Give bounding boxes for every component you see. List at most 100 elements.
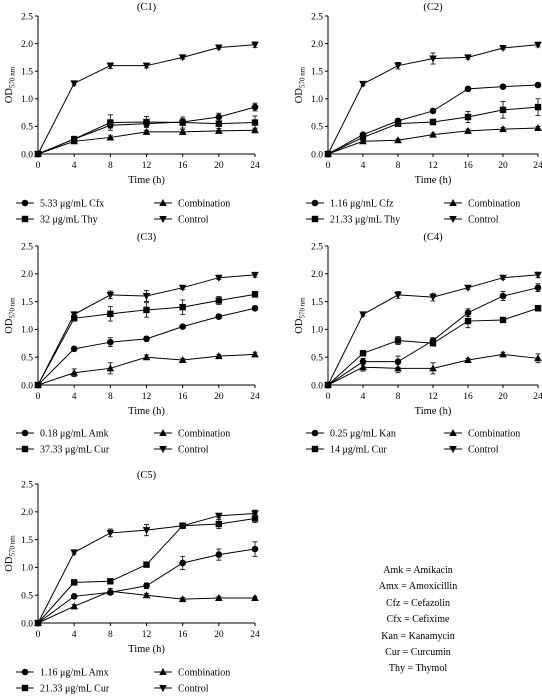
data-point xyxy=(178,54,187,62)
legend-marker xyxy=(21,199,29,207)
y-tick-label: 1.5 xyxy=(21,536,33,546)
data-point xyxy=(215,313,223,320)
x-axis-label: Time (h) xyxy=(415,175,452,186)
x-tick-label: 24 xyxy=(533,161,542,171)
x-tick-label: 24 xyxy=(533,392,542,402)
data-point xyxy=(359,363,367,371)
x-tick-label: 24 xyxy=(250,630,260,640)
data-point xyxy=(359,311,367,319)
data-series xyxy=(324,305,542,389)
y-tick-label: 2.5 xyxy=(21,480,33,490)
data-point xyxy=(107,338,114,346)
data-series xyxy=(324,350,542,388)
chart-panel: (C5) 0.0 0.5 1.0 1.5 2.0 2.5 0 4 8 12 16 20 24 Time (h… xyxy=(4,470,260,695)
y-tick-label: 0.5 xyxy=(21,123,33,133)
chart-legend: 1.16 μg/mL Amx Combination 21.33 μg/mL Cur… xyxy=(16,668,230,695)
legend-marker xyxy=(159,668,167,675)
data-point xyxy=(106,133,115,141)
x-tick-label: 24 xyxy=(250,161,260,171)
data-point xyxy=(359,134,367,141)
legend-label: 37.33 μg/mL Cur xyxy=(40,445,110,456)
data-point xyxy=(106,529,115,537)
legend-label: Control xyxy=(468,445,499,456)
legend-label: 21.33 μg/mL Cur xyxy=(40,684,110,695)
x-tick-label: 16 xyxy=(178,161,188,171)
chart-legend: 5.33 μg/mL Cfx Combination 32 μg/mL Thy Con… xyxy=(16,199,230,226)
y-tick-label: 2.0 xyxy=(21,270,33,280)
y-tick-label: 1.5 xyxy=(311,68,323,78)
x-tick-label: 4 xyxy=(361,161,366,171)
x-axis-label: Time (h) xyxy=(128,175,165,186)
x-axis-label: Time (h) xyxy=(128,644,165,655)
y-axis-label: OD570 nm xyxy=(294,66,307,103)
x-tick-label: 16 xyxy=(463,161,473,171)
data-point xyxy=(70,602,78,610)
legend-label: 0.18 μg/mL Amk xyxy=(40,429,109,440)
legend-label: Combination xyxy=(178,668,230,679)
data-point xyxy=(143,335,150,343)
data-point xyxy=(215,44,223,52)
data-point xyxy=(499,83,507,90)
legend-label: Combination xyxy=(178,199,230,210)
y-tick-label: 0.0 xyxy=(21,381,33,391)
abbreviations-key: Amk = Amikacin Amx = Amoxicillin Cfz = C… xyxy=(318,563,518,678)
data-series xyxy=(34,350,259,388)
y-tick-label: 2.0 xyxy=(21,508,33,518)
data-point xyxy=(215,551,223,558)
data-point xyxy=(394,291,402,299)
x-tick-label: 20 xyxy=(498,392,508,402)
legend-marker xyxy=(21,668,29,676)
abbreviation-line: Amk = Amikacin xyxy=(383,565,453,576)
data-series xyxy=(34,271,259,389)
abbreviation-line: Cur = Curcumin xyxy=(385,647,451,659)
legend-marker xyxy=(449,446,457,453)
data-point xyxy=(251,103,259,111)
legend-marker xyxy=(159,199,167,206)
x-tick-label: 4 xyxy=(72,392,77,402)
y-axis-label-subscript: 570 nm xyxy=(9,66,17,88)
data-point xyxy=(70,135,78,143)
data-series xyxy=(324,98,542,158)
data-point xyxy=(142,591,151,599)
abbreviation-line: Amx = Amoxicillin xyxy=(378,581,458,593)
data-point xyxy=(143,118,150,126)
data-point xyxy=(534,103,542,111)
y-tick-label: 2.5 xyxy=(21,242,33,252)
data-point xyxy=(70,345,78,353)
x-tick-label: 20 xyxy=(214,161,224,171)
data-point xyxy=(429,340,437,347)
legend-marker xyxy=(449,199,457,206)
chart-panel: (C1) 0.0 0.5 1.0 1.5 2.0 2.5 0 4 8 12 16 20 24 Time (h… xyxy=(4,2,260,226)
data-point xyxy=(179,303,186,311)
legend-label: Combination xyxy=(468,429,520,440)
legend-label: 32 μg/mL Thy xyxy=(40,215,98,226)
legend-label: Control xyxy=(178,215,209,226)
data-point xyxy=(464,126,472,134)
y-axis-label-subscript: 570 nm xyxy=(9,297,17,319)
y-tick-label: 2.0 xyxy=(311,40,323,50)
x-tick-label: 4 xyxy=(72,630,77,640)
legend-label: 0.25 μg/mL Kan xyxy=(330,429,396,440)
data-point xyxy=(178,522,187,530)
x-tick-label: 16 xyxy=(178,630,188,640)
chart-title: (C1) xyxy=(137,2,157,13)
y-tick-label: 0.5 xyxy=(21,592,33,602)
data-point xyxy=(464,284,472,292)
data-point xyxy=(499,316,507,324)
data-point xyxy=(143,561,150,568)
legend-marker xyxy=(159,216,167,223)
legend-label: Control xyxy=(178,684,209,695)
data-point xyxy=(106,291,115,299)
data-series xyxy=(34,509,259,627)
data-series xyxy=(324,271,542,389)
data-point xyxy=(178,127,187,135)
legend-marker xyxy=(449,216,457,223)
y-tick-label: 0.0 xyxy=(21,619,33,629)
x-tick-label: 20 xyxy=(214,392,224,402)
y-tick-label: 0.5 xyxy=(311,354,323,364)
chart-legend: 0.18 μg/mL Amk Combination 37.33 μg/mL Cur… xyxy=(16,429,230,456)
data-point xyxy=(106,364,115,372)
y-tick-label: 1.0 xyxy=(21,95,33,105)
data-series xyxy=(34,41,259,158)
